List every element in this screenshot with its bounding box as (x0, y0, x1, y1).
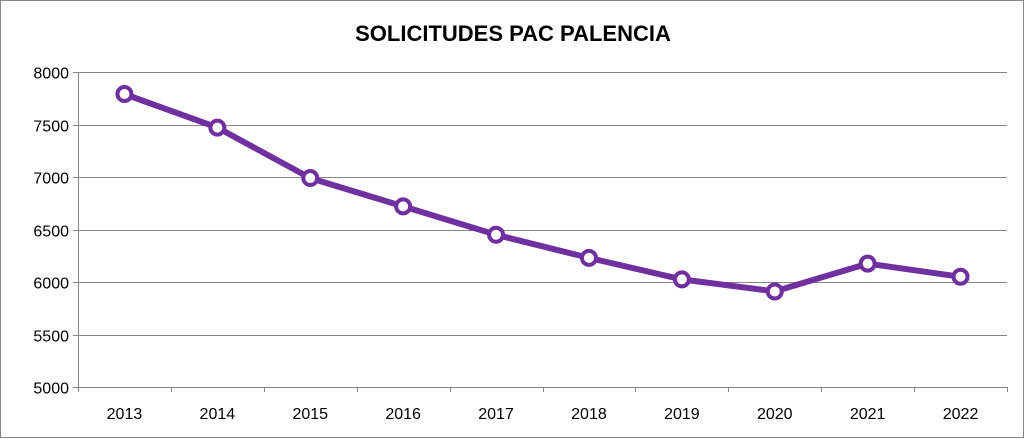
gridlines (78, 72, 1007, 336)
data-point-2020 (765, 282, 784, 301)
x-tick-label: 2016 (385, 406, 421, 423)
x-tick-label: 2020 (757, 406, 793, 423)
y-tick-label: 6500 (33, 224, 69, 241)
data-point-2017 (487, 225, 506, 244)
y-tick-label: 8000 (33, 66, 69, 83)
data-point-2022 (951, 267, 970, 286)
data-point-2016 (394, 197, 413, 216)
x-tick-label: 2018 (571, 406, 607, 423)
series-line (121, 91, 964, 295)
chart-title: SOLICITUDES PAC PALENCIA (355, 21, 671, 46)
data-point-2013 (115, 85, 134, 104)
series (115, 85, 970, 301)
axes (78, 72, 1007, 388)
x-tick-label: 2019 (664, 406, 700, 423)
data-point-2019 (672, 270, 691, 289)
x-axis-ticks: 2013 2014 2015 2016 2017 2018 2019 2020 2021 2022 (78, 387, 1008, 423)
data-point-2021 (858, 254, 877, 273)
x-tick-label: 2022 (943, 406, 979, 423)
y-tick-label: 7500 (33, 119, 69, 136)
x-tick-label: 2014 (200, 406, 236, 423)
y-tick-label: 7000 (33, 171, 69, 188)
x-tick-label: 2013 (107, 406, 143, 423)
data-point-2014 (208, 118, 227, 137)
data-point-2015 (301, 169, 320, 188)
y-axis-ticks: 5000 5500 6000 6500 7000 7500 8000 (33, 66, 78, 398)
x-tick-label: 2017 (478, 406, 514, 423)
y-tick-label: 6000 (33, 276, 69, 293)
x-tick-label: 2015 (292, 406, 328, 423)
y-tick-label: 5000 (33, 381, 69, 398)
x-tick-label: 2021 (850, 406, 886, 423)
y-tick-label: 5500 (33, 329, 69, 346)
data-point-2018 (579, 248, 598, 267)
